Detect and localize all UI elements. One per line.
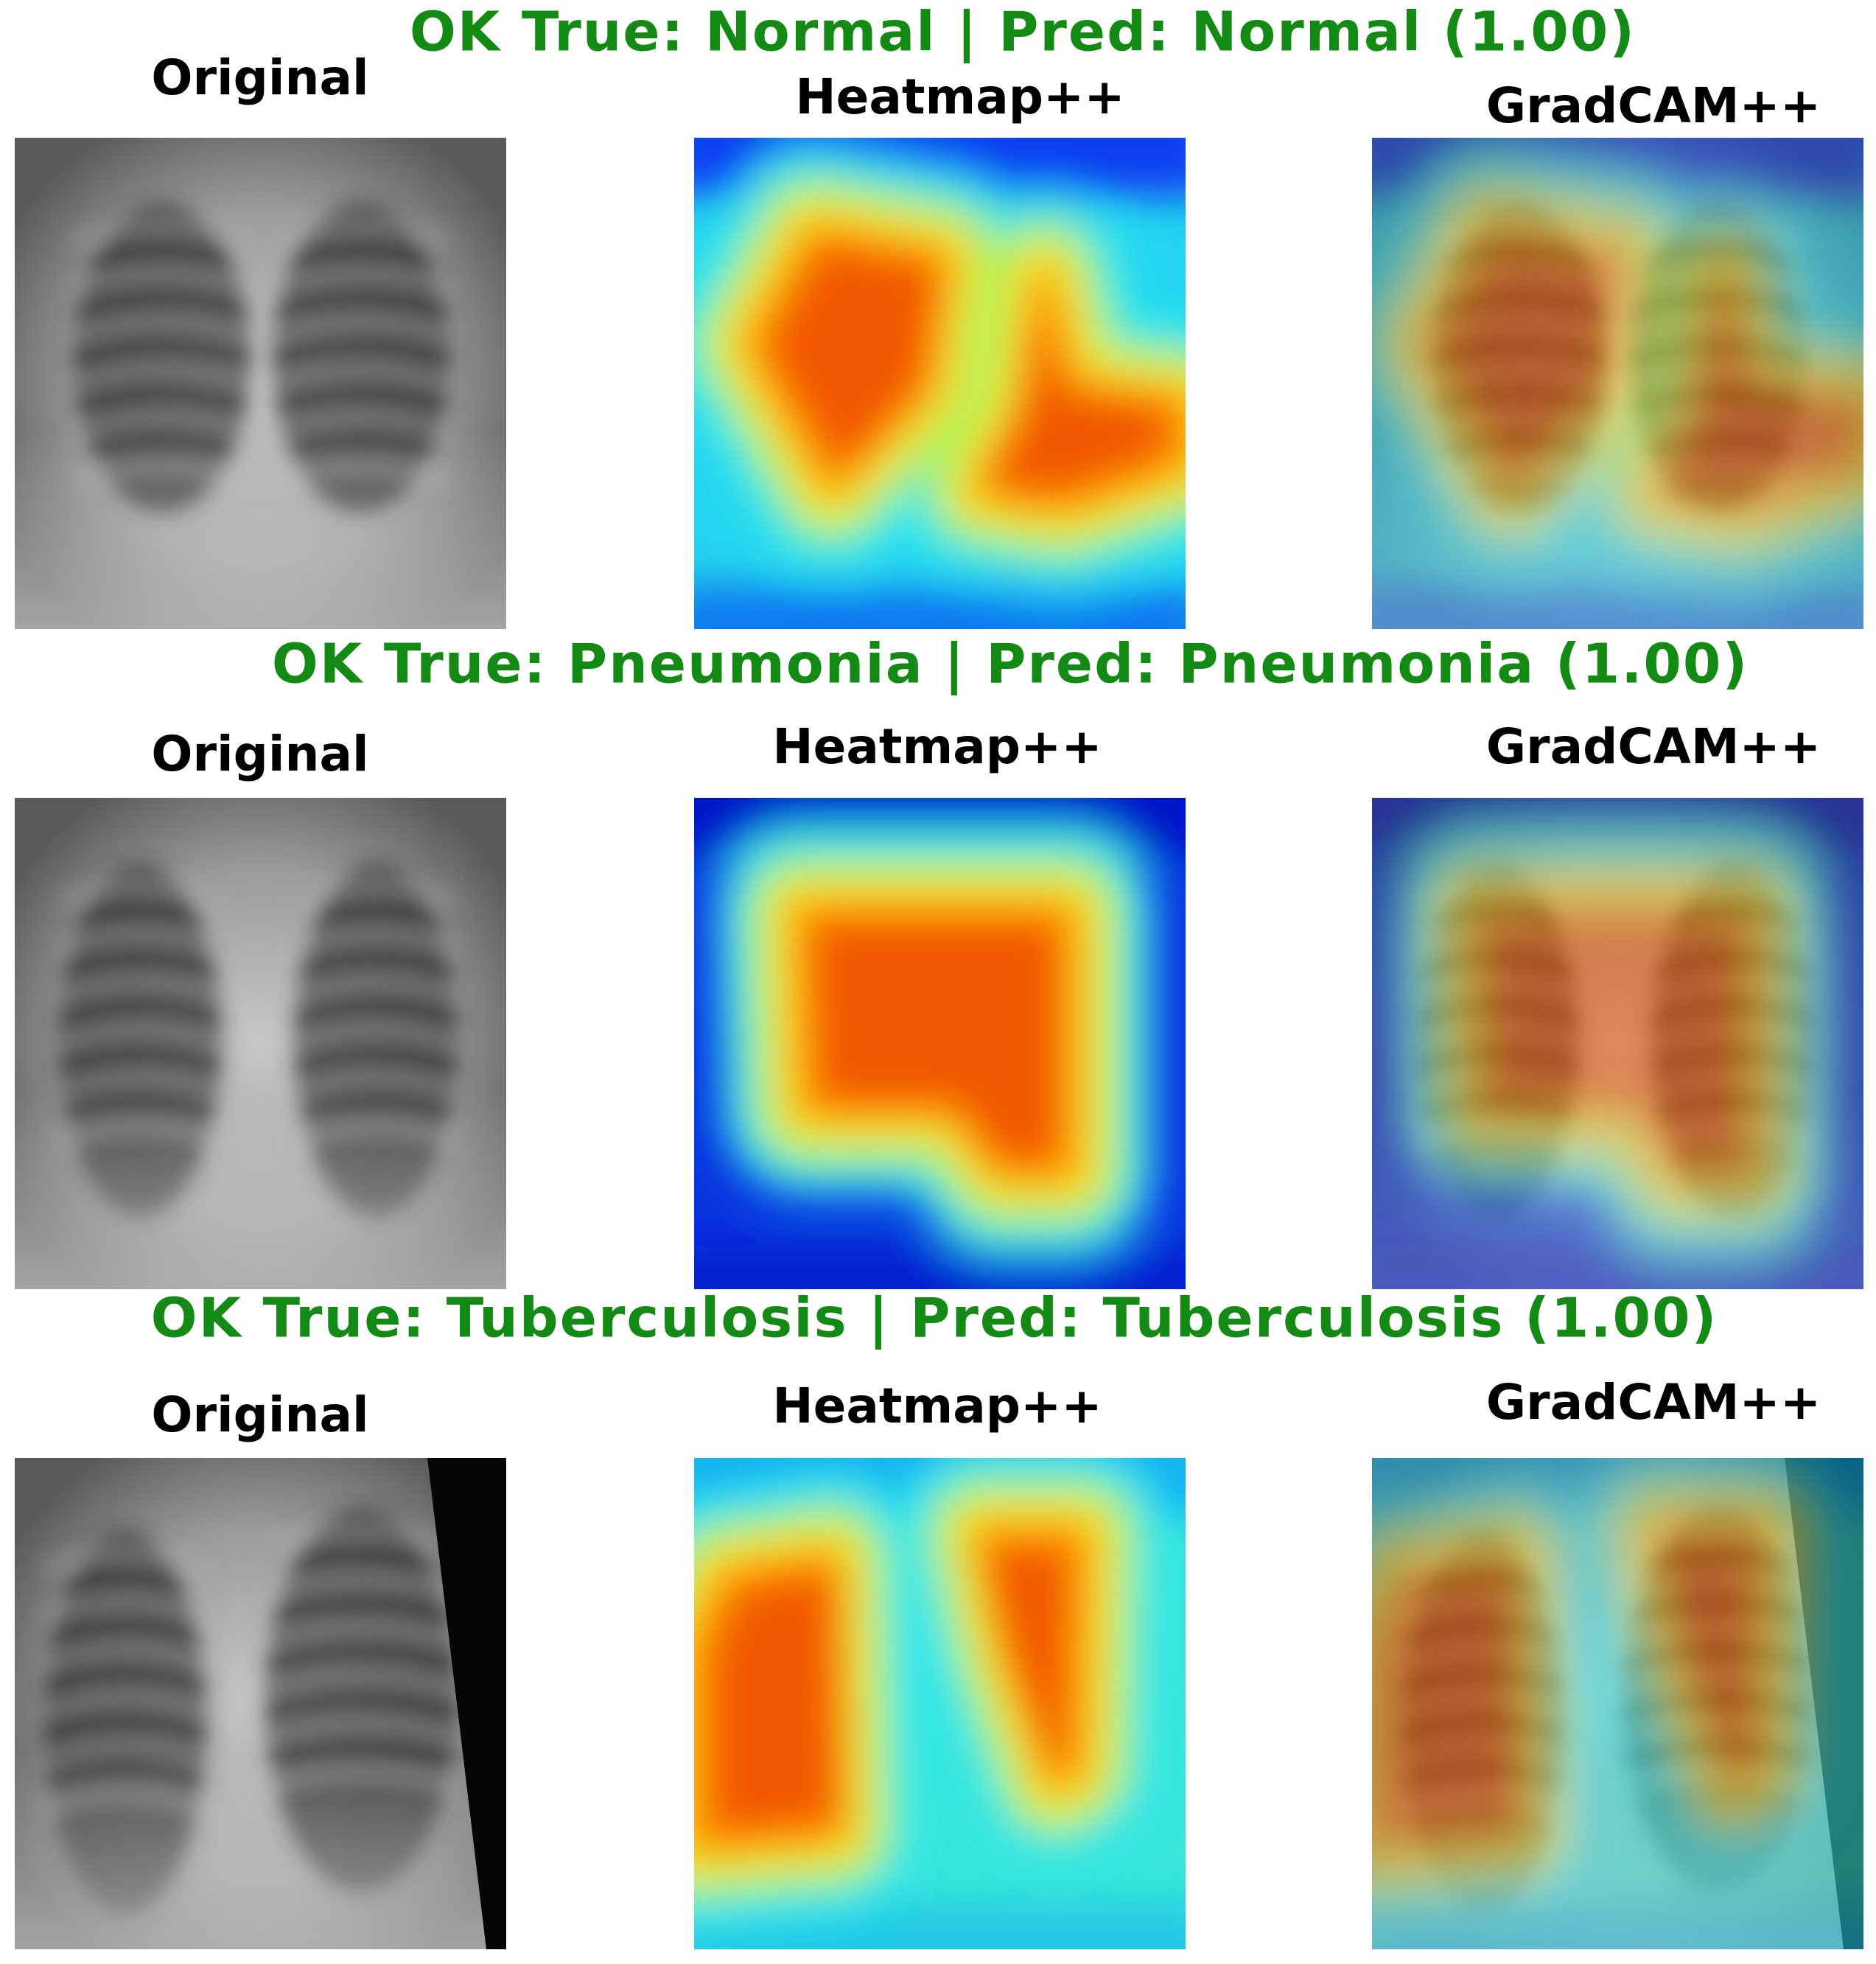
heat-core bbox=[761, 240, 944, 482]
heat-core bbox=[979, 281, 1171, 499]
xray-lower bbox=[15, 1458, 506, 1949]
gradcam-image bbox=[1372, 138, 1863, 629]
heat-layers bbox=[1372, 798, 1863, 1289]
gradcam-image bbox=[1372, 798, 1863, 1289]
heat-layers bbox=[1372, 1458, 1863, 1949]
heatmap-image bbox=[694, 798, 1186, 1289]
heatmap-image bbox=[694, 1458, 1186, 1949]
overlay bbox=[1372, 138, 1863, 629]
heat-layers bbox=[694, 1458, 1186, 1949]
heat-bottom bbox=[694, 585, 1186, 629]
heat-core bbox=[1656, 281, 1849, 499]
row-title: OK True: Pneumonia | Pred: Pneumonia (1.… bbox=[272, 633, 1749, 696]
xray-edge bbox=[427, 1458, 506, 1949]
panel-label: GradCAM++ bbox=[1486, 1374, 1821, 1431]
row-title: OK True: Normal | Pred: Normal (1.00) bbox=[410, 1, 1636, 64]
heat-core bbox=[1486, 918, 1740, 1165]
heat-layers bbox=[694, 138, 1186, 629]
heat-core bbox=[808, 918, 1062, 1165]
panel-label: Heatmap++ bbox=[772, 718, 1102, 775]
panel-label: Original bbox=[151, 1386, 368, 1443]
xray-lower bbox=[15, 138, 506, 629]
heat-bottom bbox=[1372, 1245, 1863, 1289]
overlay bbox=[1372, 798, 1863, 1289]
xray-image bbox=[15, 138, 506, 629]
xray-lower bbox=[15, 798, 506, 1289]
heat-core bbox=[1387, 1566, 1522, 1837]
heat-core bbox=[979, 1543, 1074, 1778]
panel-label: GradCAM++ bbox=[1486, 718, 1821, 775]
row-title: OK True: Tuberculosis | Pred: Tuberculos… bbox=[151, 1287, 1718, 1350]
xray-image bbox=[15, 1458, 506, 1949]
heat-layers bbox=[694, 798, 1186, 1289]
panel-label: Heatmap++ bbox=[772, 1378, 1102, 1434]
heat-bottom bbox=[694, 1245, 1186, 1289]
panel-label: GradCAM++ bbox=[1486, 77, 1821, 134]
heat-core bbox=[709, 1566, 844, 1837]
heat-layers bbox=[1372, 138, 1863, 629]
gradcam-image bbox=[1372, 1458, 1863, 1949]
xray-image bbox=[15, 798, 506, 1289]
heat-core bbox=[1656, 1543, 1751, 1778]
heat-bottom bbox=[1372, 585, 1863, 629]
panel-label: Original bbox=[151, 726, 368, 782]
overlay bbox=[1372, 1458, 1863, 1949]
heat-core bbox=[1439, 240, 1622, 482]
heatmap-image bbox=[694, 138, 1186, 629]
panel-label: Heatmap++ bbox=[795, 69, 1124, 125]
panel-label: Original bbox=[151, 49, 368, 106]
